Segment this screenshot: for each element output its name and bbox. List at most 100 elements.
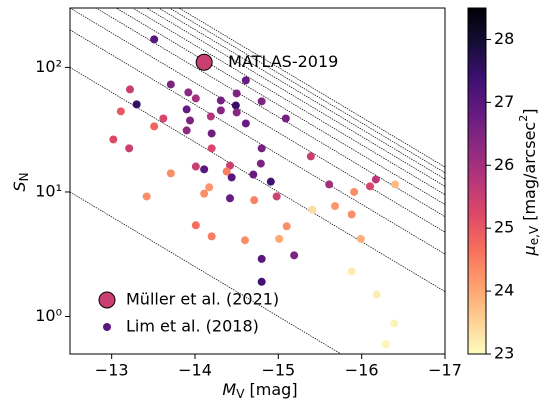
point bbox=[200, 165, 209, 174]
x-tick-label: −14 bbox=[178, 361, 212, 380]
point bbox=[372, 290, 381, 299]
point bbox=[150, 35, 159, 44]
point bbox=[132, 100, 141, 109]
point bbox=[347, 267, 356, 276]
point bbox=[281, 114, 290, 123]
point bbox=[241, 76, 250, 85]
y-tick-label: 10⁰ bbox=[35, 306, 62, 325]
y-axis-label: SN bbox=[10, 172, 31, 191]
annotation: MATLAS-2019 bbox=[228, 52, 338, 71]
point bbox=[125, 144, 134, 153]
guide-line bbox=[145, 8, 445, 187]
point bbox=[290, 251, 299, 260]
point bbox=[109, 135, 118, 144]
point bbox=[216, 96, 225, 105]
y-tick-label: 10² bbox=[35, 57, 62, 76]
point bbox=[232, 108, 241, 117]
point bbox=[390, 319, 399, 328]
point bbox=[222, 167, 231, 176]
point bbox=[381, 340, 390, 349]
guide-line bbox=[115, 8, 445, 205]
point bbox=[159, 114, 168, 123]
point bbox=[232, 89, 241, 98]
point bbox=[142, 192, 151, 201]
point bbox=[272, 192, 281, 201]
point bbox=[325, 180, 334, 189]
point bbox=[391, 180, 399, 189]
guide-line bbox=[70, 29, 445, 255]
legend-label: Lim et al. (2018) bbox=[126, 317, 259, 336]
point bbox=[184, 88, 193, 97]
point bbox=[275, 234, 284, 243]
point bbox=[226, 194, 234, 203]
point bbox=[166, 80, 175, 89]
point bbox=[195, 53, 213, 71]
point bbox=[226, 161, 234, 170]
x-axis-label: MV [mag] bbox=[222, 380, 297, 400]
y-tick-label: 10¹ bbox=[35, 181, 62, 200]
point bbox=[347, 210, 356, 219]
point bbox=[182, 105, 191, 114]
point bbox=[116, 107, 125, 116]
points bbox=[109, 35, 399, 349]
colorbar-tick-label: 26 bbox=[494, 155, 514, 174]
point bbox=[150, 122, 159, 131]
guide-lines bbox=[70, 8, 445, 354]
point bbox=[331, 202, 339, 211]
point bbox=[241, 119, 250, 128]
guide-line bbox=[132, 8, 445, 195]
point bbox=[182, 126, 191, 135]
point bbox=[207, 232, 216, 241]
point bbox=[216, 106, 225, 115]
x-tick-label: −17 bbox=[428, 361, 462, 380]
guide-line bbox=[158, 8, 445, 180]
point bbox=[207, 144, 216, 153]
x-tick-label: −13 bbox=[95, 361, 129, 380]
point bbox=[306, 152, 315, 161]
point bbox=[191, 94, 200, 103]
colorbar-tick-label: 24 bbox=[494, 281, 514, 300]
point bbox=[366, 182, 374, 191]
point bbox=[371, 175, 380, 184]
legend-marker bbox=[103, 323, 111, 331]
guide-line bbox=[178, 8, 445, 168]
point bbox=[205, 183, 214, 192]
point bbox=[191, 162, 200, 171]
point bbox=[282, 222, 291, 231]
point bbox=[350, 187, 359, 196]
point bbox=[186, 116, 194, 125]
legend-marker bbox=[98, 291, 116, 309]
x-tick-label: −16 bbox=[345, 361, 379, 380]
point bbox=[231, 101, 240, 110]
point bbox=[200, 189, 209, 198]
point bbox=[257, 277, 266, 286]
colorbar-tick-label: 25 bbox=[494, 218, 514, 237]
guide-line bbox=[70, 8, 445, 233]
legend-label: Müller et al. (2021) bbox=[126, 290, 279, 309]
point bbox=[266, 177, 275, 186]
colorbar-tick-label: 27 bbox=[494, 92, 514, 111]
point bbox=[249, 170, 258, 179]
point bbox=[207, 129, 216, 138]
point bbox=[166, 169, 175, 178]
point bbox=[250, 196, 259, 205]
guide-line bbox=[168, 8, 445, 174]
point bbox=[308, 205, 317, 214]
point bbox=[257, 97, 266, 106]
guide-line bbox=[95, 8, 445, 217]
guide-line bbox=[70, 67, 445, 292]
colorbar-tick-label: 23 bbox=[494, 344, 514, 363]
point bbox=[257, 254, 266, 263]
point bbox=[126, 85, 134, 94]
point bbox=[356, 234, 365, 243]
colorbar-label: μe,V [mag/arcsec2] bbox=[517, 109, 541, 257]
point bbox=[257, 144, 266, 153]
colorbar-tick-label: 28 bbox=[494, 29, 514, 48]
point bbox=[206, 112, 215, 121]
guide-line bbox=[70, 191, 342, 354]
plot-frame bbox=[69, 7, 446, 355]
colorbar bbox=[467, 7, 487, 355]
point bbox=[256, 159, 265, 168]
x-tick-label: −15 bbox=[261, 361, 295, 380]
